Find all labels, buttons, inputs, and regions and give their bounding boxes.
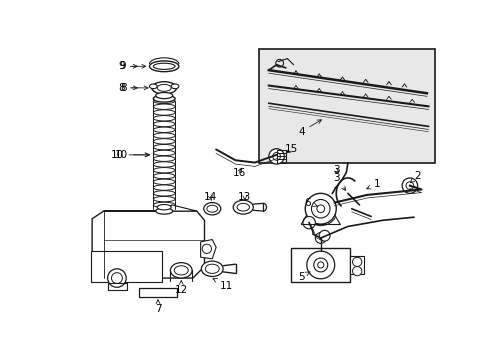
Ellipse shape	[171, 84, 179, 89]
Ellipse shape	[149, 84, 157, 89]
Circle shape	[316, 205, 324, 213]
Ellipse shape	[153, 156, 175, 161]
Circle shape	[315, 233, 325, 243]
Circle shape	[202, 244, 211, 253]
Polygon shape	[200, 239, 216, 259]
Ellipse shape	[153, 98, 175, 104]
Ellipse shape	[153, 162, 175, 167]
Bar	[349, 256, 364, 274]
Bar	[291, 248, 349, 282]
Circle shape	[305, 193, 336, 224]
Text: 13: 13	[238, 192, 251, 202]
Text: 8: 8	[120, 83, 148, 93]
Circle shape	[317, 262, 323, 268]
Ellipse shape	[153, 167, 175, 173]
Text: 10: 10	[115, 150, 149, 160]
Ellipse shape	[153, 202, 175, 208]
Ellipse shape	[153, 104, 175, 109]
Ellipse shape	[153, 179, 175, 184]
Polygon shape	[92, 211, 204, 278]
Circle shape	[313, 258, 327, 272]
Ellipse shape	[206, 205, 217, 212]
Text: 3: 3	[332, 173, 345, 190]
Circle shape	[352, 266, 361, 276]
Text: 4: 4	[298, 120, 321, 137]
Circle shape	[272, 153, 280, 160]
Circle shape	[319, 230, 329, 241]
Text: 11: 11	[213, 279, 232, 291]
Text: 8: 8	[118, 83, 137, 93]
Ellipse shape	[157, 84, 171, 91]
Ellipse shape	[153, 133, 175, 138]
Circle shape	[275, 59, 283, 67]
Polygon shape	[103, 205, 196, 211]
Text: 5: 5	[298, 271, 309, 282]
Text: 7: 7	[154, 300, 161, 314]
Circle shape	[306, 251, 334, 279]
Ellipse shape	[201, 261, 223, 276]
Text: 15: 15	[284, 144, 297, 154]
Ellipse shape	[153, 185, 175, 190]
Circle shape	[111, 273, 122, 283]
Ellipse shape	[153, 197, 175, 202]
Ellipse shape	[153, 116, 175, 121]
Ellipse shape	[153, 150, 175, 156]
Ellipse shape	[153, 144, 175, 150]
Ellipse shape	[153, 95, 175, 102]
Ellipse shape	[153, 173, 175, 179]
Polygon shape	[90, 251, 162, 282]
Ellipse shape	[153, 63, 175, 69]
Text: 1: 1	[366, 179, 380, 189]
Circle shape	[268, 149, 284, 164]
Circle shape	[405, 182, 413, 189]
Ellipse shape	[153, 121, 175, 127]
Text: 14: 14	[203, 192, 217, 202]
Ellipse shape	[174, 266, 188, 275]
Circle shape	[401, 178, 417, 193]
Text: 9: 9	[118, 61, 137, 71]
Text: 12: 12	[174, 280, 187, 294]
Ellipse shape	[151, 82, 176, 94]
Text: 3: 3	[332, 165, 339, 175]
Ellipse shape	[157, 204, 171, 210]
Ellipse shape	[153, 127, 175, 132]
Ellipse shape	[170, 263, 192, 278]
Circle shape	[107, 269, 126, 287]
Text: 16: 16	[232, 167, 245, 177]
Text: 10: 10	[110, 150, 148, 160]
Circle shape	[352, 257, 361, 266]
Text: 6: 6	[304, 198, 317, 208]
Text: 9: 9	[120, 61, 145, 71]
Ellipse shape	[153, 110, 175, 115]
Circle shape	[311, 199, 329, 218]
Ellipse shape	[155, 93, 172, 99]
Ellipse shape	[149, 61, 179, 72]
Text: 2: 2	[410, 171, 420, 183]
Ellipse shape	[203, 203, 220, 215]
Ellipse shape	[155, 208, 172, 214]
Ellipse shape	[153, 139, 175, 144]
Ellipse shape	[237, 203, 249, 211]
Ellipse shape	[233, 200, 253, 214]
Bar	[258, 49, 434, 163]
Ellipse shape	[153, 191, 175, 196]
Circle shape	[302, 216, 315, 229]
Ellipse shape	[205, 264, 219, 274]
